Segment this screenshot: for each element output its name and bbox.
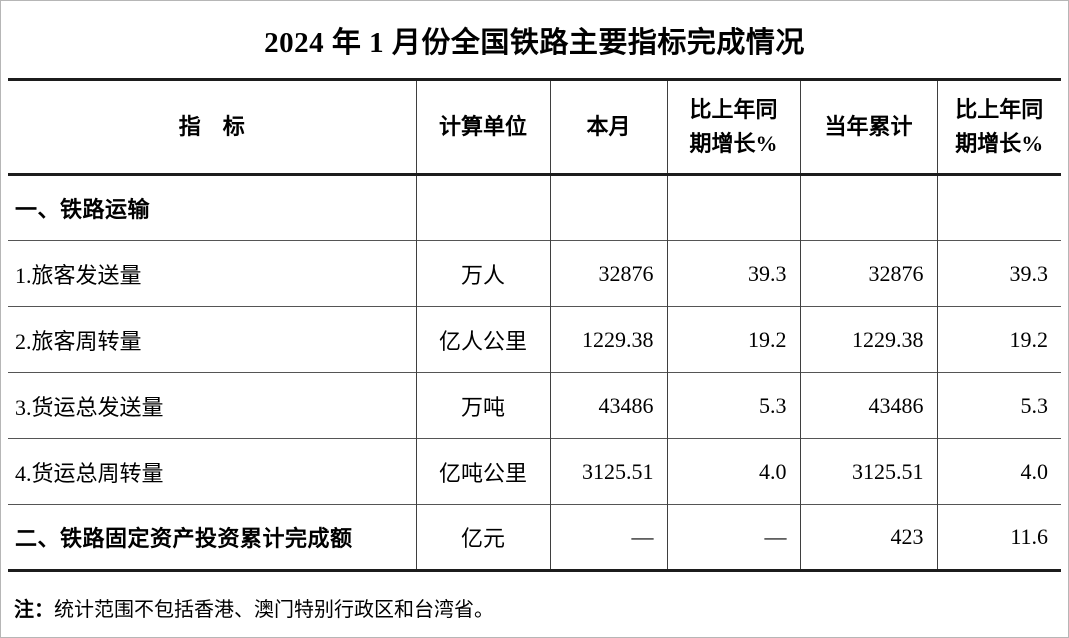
- header-month-growth: 比上年同期增长%: [666, 79, 800, 176]
- cell-ytd-growth: 11.6: [936, 504, 1061, 571]
- cell-indicator: 1.旅客发送量: [8, 240, 416, 307]
- cell-unit: [415, 174, 550, 241]
- cell-ytd: 423: [799, 504, 937, 571]
- cell-unit: 万人: [415, 240, 550, 307]
- page-title: 2024 年 1 月份全国铁路主要指标完成情况: [264, 26, 805, 59]
- footnote-text: 统计范围不包括香港、澳门特别行政区和台湾省。: [54, 599, 494, 621]
- table-body: 一、铁路运输 1.旅客发送量 万人 32876 39.3 32876 39.3 …: [8, 174, 1061, 571]
- cell-month-growth: 5.3: [666, 372, 800, 439]
- cell-month-growth: 39.3: [666, 240, 800, 307]
- cell-indicator: 2.旅客周转量: [8, 306, 416, 373]
- cell-ytd-growth: 39.3: [936, 240, 1061, 307]
- indicators-table: 指 标 计算单位 本月 比上年同期增长% 当年累计 比上年同期增长% 一、铁路运…: [8, 78, 1061, 572]
- cell-unit: 万吨: [415, 372, 550, 439]
- cell-ytd: 32876: [799, 240, 937, 307]
- table-row-section-transport: 一、铁路运输: [8, 174, 1061, 241]
- cell-ytd-growth: [936, 174, 1061, 241]
- cell-month: 43486: [549, 372, 667, 439]
- cell-ytd-growth: 4.0: [936, 438, 1061, 505]
- cell-month: 1229.38: [549, 306, 667, 373]
- cell-unit: 亿吨公里: [415, 438, 550, 505]
- cell-indicator: 3.货运总发送量: [8, 372, 416, 439]
- header-row: 指 标 计算单位 本月 比上年同期增长% 当年累计 比上年同期增长%: [8, 79, 1061, 176]
- header-unit: 计算单位: [415, 79, 550, 176]
- table-header: 指 标 计算单位 本月 比上年同期增长% 当年累计 比上年同期增长%: [8, 79, 1061, 176]
- table-row-freight-turnover: 4.货运总周转量 亿吨公里 3125.51 4.0 3125.51 4.0: [8, 438, 1061, 505]
- cell-indicator: 一、铁路运输: [15, 197, 151, 222]
- title-bar: 2024 年 1 月份全国铁路主要指标完成情况: [1, 1, 1068, 78]
- cell-ytd: [799, 174, 937, 241]
- header-month: 本月: [549, 79, 667, 176]
- footnote-prefix: 注：: [14, 599, 54, 621]
- table-row-fixed-asset-investment: 二、铁路固定资产投资累计完成额 亿元 — — 423 11.6: [8, 504, 1061, 571]
- header-ytd: 当年累计: [799, 79, 937, 176]
- cell-ytd-growth: 5.3: [936, 372, 1061, 439]
- cell-ytd: 43486: [799, 372, 937, 439]
- cell-month: 32876: [549, 240, 667, 307]
- cell-month-growth: [666, 174, 800, 241]
- cell-indicator: 4.货运总周转量: [8, 438, 416, 505]
- cell-month: —: [549, 504, 667, 571]
- footnote: 注：统计范围不包括香港、澳门特别行政区和台湾省。: [1, 572, 1068, 622]
- cell-month: [549, 174, 667, 241]
- cell-ytd: 3125.51: [799, 438, 937, 505]
- cell-month-growth: 4.0: [666, 438, 800, 505]
- cell-unit: 亿人公里: [415, 306, 550, 373]
- cell-month: 3125.51: [549, 438, 667, 505]
- cell-month-growth: —: [666, 504, 800, 571]
- header-indicator: 指 标: [8, 79, 416, 176]
- table-row-passenger-volume: 1.旅客发送量 万人 32876 39.3 32876 39.3: [8, 240, 1061, 307]
- table-row-freight-volume: 3.货运总发送量 万吨 43486 5.3 43486 5.3: [8, 372, 1061, 439]
- header-ytd-growth: 比上年同期增长%: [936, 79, 1061, 176]
- cell-indicator: 二、铁路固定资产投资累计完成额: [8, 504, 416, 571]
- table-row-passenger-turnover: 2.旅客周转量 亿人公里 1229.38 19.2 1229.38 19.2: [8, 306, 1061, 373]
- cell-month-growth: 19.2: [666, 306, 800, 373]
- cell-unit: 亿元: [415, 504, 550, 571]
- cell-ytd: 1229.38: [799, 306, 937, 373]
- cell-ytd-growth: 19.2: [936, 306, 1061, 373]
